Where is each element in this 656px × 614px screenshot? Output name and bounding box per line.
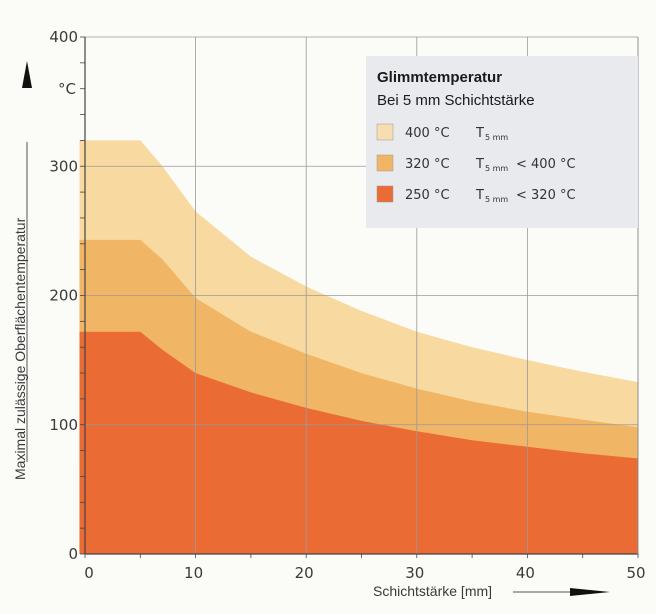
chart-areas bbox=[79, 140, 639, 554]
legend-swatch bbox=[376, 154, 394, 172]
legend-box bbox=[366, 56, 638, 228]
legend-entry: 250 °C T 5 mm < 320 °C bbox=[376, 185, 576, 204]
x-axis-label: Schichtstärke [mm] bbox=[373, 583, 492, 599]
y-tick-label: 300 bbox=[49, 157, 78, 175]
x-tick-label: 50 bbox=[626, 564, 645, 582]
area-series-3 bbox=[79, 331, 639, 554]
legend-title: Glimmtemperatur bbox=[377, 69, 502, 86]
legend-subtitle: Bei 5 mm Schichtstärke bbox=[377, 92, 535, 109]
legend-expr-tail: < 400 °C bbox=[516, 157, 576, 172]
y-tick-label: 100 bbox=[49, 416, 78, 434]
x-axis-arrow-icon bbox=[570, 588, 610, 596]
legend-expr-main: T bbox=[475, 188, 484, 203]
y-unit-label: °C bbox=[58, 80, 76, 98]
legend-expr-main: T bbox=[475, 126, 484, 141]
x-tick-label: 0 bbox=[84, 564, 94, 582]
x-tick-labels: 0 10 20 30 40 50 bbox=[84, 564, 645, 582]
legend-expr-main: T bbox=[475, 157, 484, 172]
x-tick-label: 10 bbox=[184, 564, 203, 582]
legend-expr-sub: 5 mm bbox=[485, 164, 508, 173]
legend-label: 400 °C bbox=[405, 126, 450, 141]
legend-entry: 320 °C T 5 mm < 400 °C bbox=[376, 154, 576, 173]
y-tick-label: 0 bbox=[68, 545, 78, 563]
y-axis-label: Maximal zulässige Oberflächentemperatur bbox=[12, 217, 28, 480]
y-tick-label: 400 bbox=[49, 28, 78, 46]
y-tick-labels: 0 100 200 300 400 bbox=[49, 28, 78, 563]
legend-label: 320 °C bbox=[405, 157, 450, 172]
y-tick-label: 200 bbox=[49, 287, 78, 305]
legend-expr-sub: 5 mm bbox=[485, 195, 508, 204]
axes bbox=[80, 36, 639, 558]
legend-swatch bbox=[376, 185, 394, 203]
legend-entry: 400 °C T 5 mm bbox=[376, 123, 508, 142]
legend-swatch bbox=[376, 123, 394, 141]
legend-expr-sub: 5 mm bbox=[485, 133, 508, 142]
x-tick-label: 30 bbox=[405, 564, 424, 582]
legend: Glimmtemperatur Bei 5 mm Schichtstärke 4… bbox=[366, 56, 638, 228]
x-tick-label: 40 bbox=[516, 564, 535, 582]
legend-expr-tail: < 320 °C bbox=[516, 188, 576, 203]
x-tick-label: 20 bbox=[295, 564, 314, 582]
y-axis-arrow-icon bbox=[22, 61, 32, 88]
legend-label: 250 °C bbox=[405, 188, 450, 203]
